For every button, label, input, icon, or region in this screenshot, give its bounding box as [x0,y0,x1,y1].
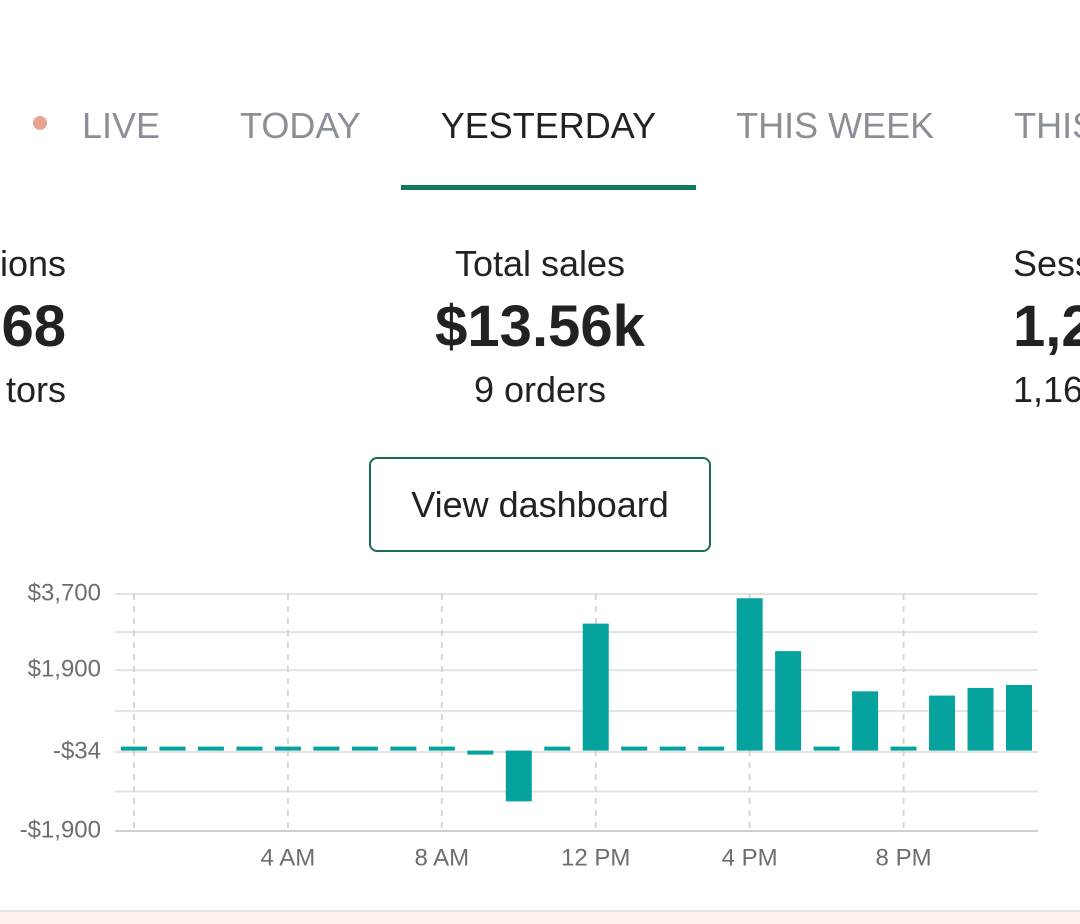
tab[interactable]: THIS [1014,105,1080,146]
stat-right: Sess 1,2 1,16 [1013,240,1080,414]
bar [467,750,494,755]
x-tick-label: 12 PM [561,844,630,871]
stat-title: ions [0,243,66,284]
bar [197,746,224,751]
y-tick-label: $3,700 [28,579,101,606]
stat-center: Total sales $13.56k 9 orders [340,240,740,414]
bar [390,746,417,751]
bar [929,695,956,751]
chart: $3,700 $1,900 -$34 -$1,900 4 AM 8 AM 12 PM 4 PM… [20,579,1038,871]
bar [698,746,725,751]
stat-left: ions 68 tors [0,240,66,414]
bar [159,746,186,751]
bar [775,651,802,751]
stat-subtitle: 1,16 [1013,369,1080,410]
bar [351,746,378,751]
bar [852,691,879,751]
bar [313,746,340,751]
bar [659,746,686,751]
bar [236,746,263,751]
stat-title: Sess [1013,243,1080,284]
stat-value: $13.56k [435,294,645,359]
bar [890,746,917,751]
x-tick-label: 8 PM [876,844,932,871]
bar [505,750,532,802]
bar [813,746,840,751]
stat-title: Total sales [454,243,626,284]
bar [544,746,571,751]
x-tick-label: 4 AM [261,844,316,871]
bar [967,687,994,751]
y-tick-label: $1,900 [28,656,101,683]
bottom-banner [0,910,1080,924]
stat-subtitle: 9 orders [473,369,607,410]
view-dashboard-button[interactable]: View dashboard [369,457,711,552]
tab[interactable]: THIS WEEK [736,105,935,146]
stat-subtitle: tors [5,369,66,410]
y-tick-label: -$1,900 [20,816,101,843]
tab-bar: LIVE TODAY YESTERDAY THIS WEEK THIS [42,90,1080,190]
bar [428,746,455,751]
y-tick-label: -$34 [53,737,101,764]
stat-value: 68 [1,294,66,359]
tab[interactable]: TODAY [240,105,361,146]
bar [274,746,301,751]
tab[interactable]: YESTERDAY [400,90,697,190]
x-tick-label: 4 PM [722,844,778,871]
live-dot [33,116,47,130]
bar [582,623,609,751]
tab[interactable]: LIVE [82,105,161,146]
bar [121,746,147,751]
bar [736,598,763,751]
stat-value: 1,2 [1013,294,1080,359]
bar [1006,684,1032,751]
bar [621,746,648,751]
x-tick-label: 8 AM [414,844,469,871]
